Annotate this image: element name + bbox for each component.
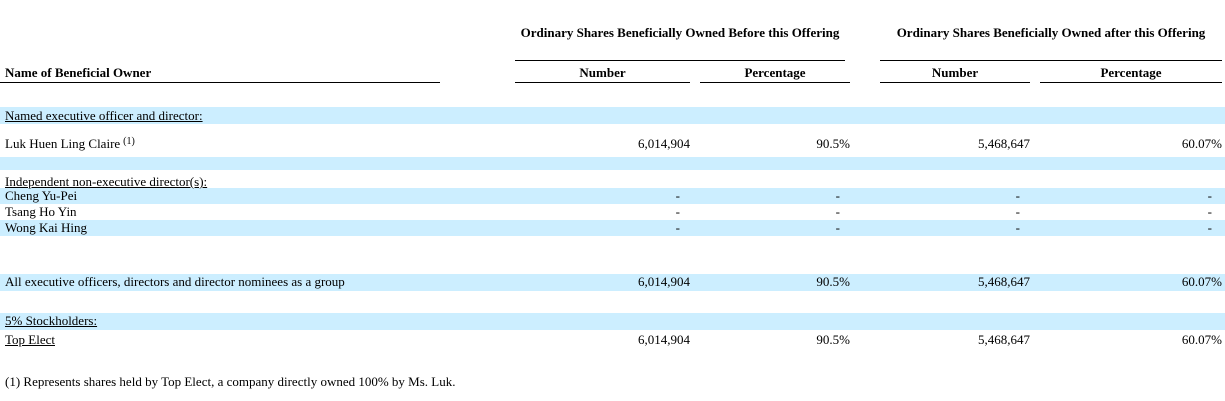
cell-value: - [1015,188,1020,203]
footnote-ref: (1) [123,136,135,147]
cell-value: 5,468,647 [978,274,1030,289]
cell-value: 6,014,904 [638,136,690,151]
column-rule [1040,82,1222,83]
column-rule [700,82,850,83]
cell-value: 5,468,647 [978,136,1030,151]
cell-value: 60.07% [1181,332,1222,347]
cell-value: 90.5% [816,136,850,151]
cell-value: 6,014,904 [638,332,690,347]
cell-value: - [1015,220,1020,235]
cell-value: - [835,204,840,219]
cell-value: - [675,188,680,203]
row-band [0,157,1225,170]
section-label: Independent non-executive director(s): [5,174,208,189]
cell-value: 90.5% [816,274,850,289]
column-header: Number [579,65,626,80]
cell-value: - [1207,204,1212,219]
header-rule [515,60,845,61]
section-label: 5% Stockholders: [5,313,98,328]
group-header: Ordinary Shares Beneficially Owned after… [896,25,1206,40]
row-band [0,107,1225,124]
row-band [0,274,1225,291]
section-label: Named executive officer and director: [5,108,203,123]
owner-name: Tsang Ho Yin [5,204,77,219]
group-header: Ordinary Shares Beneficially Owned Befor… [520,25,840,40]
column-header: Name of Beneficial Owner [5,65,152,80]
cell-value: - [835,188,840,203]
cell-value: 90.5% [816,332,850,347]
column-rule [0,82,440,83]
row-band [0,188,1225,204]
footnote: (1) Represents shares held by Top Elect,… [5,374,456,389]
owner-name: All executive officers, directors and di… [5,274,345,289]
owner-name: Wong Kai Hing [5,220,87,235]
cell-value: 6,014,904 [638,274,690,289]
row-band [0,220,1225,236]
cell-value: - [835,220,840,235]
column-rule [515,82,690,83]
cell-value: - [1207,188,1212,203]
header-rule [880,60,1222,61]
column-header: Percentage [744,65,806,80]
cell-value: 60.07% [1181,136,1222,151]
owner-name: Cheng Yu-Pei [5,188,78,203]
owner-name: Luk Huen Ling Claire (1) [5,136,135,151]
cell-value: - [1207,220,1212,235]
row-band [0,313,1225,330]
owner-name: Top Elect [5,332,55,347]
cell-value: - [1015,204,1020,219]
cell-value: 60.07% [1181,274,1222,289]
cell-value: - [675,204,680,219]
column-header: Percentage [1100,65,1162,80]
cell-value: 5,468,647 [978,332,1030,347]
column-rule [880,82,1030,83]
cell-value: - [675,220,680,235]
column-header: Number [931,65,979,80]
